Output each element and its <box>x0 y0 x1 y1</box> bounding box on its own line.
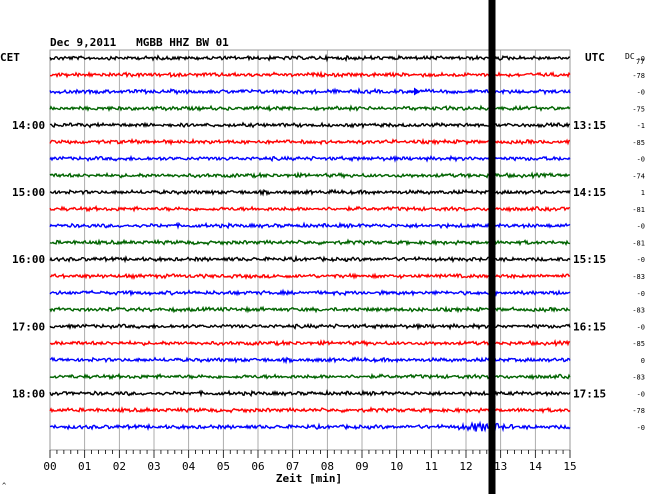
series-trace <box>49 288 571 297</box>
dc-offset-label: -83 <box>632 307 645 315</box>
x-tick-label: 01 <box>78 460 91 473</box>
hour-label-right: 15:15 <box>573 253 606 266</box>
dc-offset-label: -85 <box>632 139 645 147</box>
series-trace <box>49 372 571 381</box>
series-trace <box>49 338 571 348</box>
dc-offset-label: -81 <box>632 206 645 214</box>
series-trace <box>49 70 571 79</box>
dc-offset-label: -83 <box>632 273 645 281</box>
hour-label-left: 18:00 <box>12 387 45 400</box>
x-tick-label: 06 <box>251 460 264 473</box>
x-tick-label: 00 <box>43 460 56 473</box>
series-trace <box>49 221 571 230</box>
current-time-marker <box>488 0 496 494</box>
hour-label-left: 16:00 <box>12 253 45 266</box>
series-trace <box>49 53 571 63</box>
dc-offset-label: -0 <box>637 390 645 398</box>
dc-first-value: 77 <box>636 58 644 66</box>
dc-offset-label: -0 <box>637 323 645 331</box>
x-tick-label: 13 <box>494 460 507 473</box>
series-trace <box>49 121 571 130</box>
left-timezone-label: CET <box>0 51 20 64</box>
dc-offset-label: -74 <box>632 172 645 180</box>
series-trace <box>49 154 571 163</box>
series-trace <box>49 204 571 213</box>
dc-offset-label: -0 <box>637 256 645 264</box>
chart-title: Dec 9,2011 MGBB HHZ BW 01 <box>50 36 229 49</box>
dc-offset-label: -83 <box>632 374 645 382</box>
x-axis-label: Zeit [min] <box>276 472 342 485</box>
series-trace <box>49 188 571 197</box>
series-trace <box>49 104 571 113</box>
dc-offset-label: -1 <box>637 122 645 130</box>
x-tick-label: 08 <box>321 460 334 473</box>
series-trace <box>49 420 571 435</box>
series-trace <box>49 305 571 314</box>
dc-offset-label: -0 <box>637 290 645 298</box>
hour-label-left: 17:00 <box>12 320 45 333</box>
series-trace <box>49 389 571 398</box>
x-tick-label: 02 <box>113 460 126 473</box>
hour-label-right: 17:15 <box>573 387 606 400</box>
series-trace <box>49 322 571 331</box>
x-tick-label: 03 <box>147 460 160 473</box>
series-trace <box>49 171 571 180</box>
x-tick-label: 09 <box>355 460 368 473</box>
dc-offset-label: -0 <box>637 223 645 231</box>
x-tick-label: 10 <box>390 460 403 473</box>
series-trace <box>49 254 571 264</box>
dc-offset-label: 0 <box>641 357 645 365</box>
hour-label-left: 15:00 <box>12 186 45 199</box>
dc-offset-label: -0 <box>637 156 645 164</box>
series-trace <box>49 238 571 247</box>
series-trace <box>49 356 571 365</box>
corner-mark: ^ <box>2 482 6 490</box>
series-trace <box>49 137 571 146</box>
x-tick-label: 07 <box>286 460 299 473</box>
dc-offset-label: -85 <box>632 340 645 348</box>
hour-label-right: 14:15 <box>573 186 606 199</box>
dc-offset-label: -78 <box>632 72 645 80</box>
dc-offset-label: -75 <box>632 105 645 113</box>
x-tick-label: 11 <box>425 460 438 473</box>
x-tick-label: 15 <box>563 460 576 473</box>
dc-offset-label: -0 <box>637 424 645 432</box>
dc-offset-label: -78 <box>632 407 645 415</box>
series-trace <box>49 406 571 414</box>
dc-offset-label: -0 <box>637 55 645 63</box>
x-tick-label: 04 <box>182 460 196 473</box>
x-tick-label: 05 <box>217 460 230 473</box>
hour-label-left: 14:00 <box>12 119 45 132</box>
dc-offset-label: -0 <box>637 89 645 97</box>
hour-label-right: 16:15 <box>573 320 606 333</box>
series-trace <box>49 87 571 96</box>
x-tick-label: 14 <box>529 460 543 473</box>
dc-offset-label: 1 <box>641 189 645 197</box>
dc-header-label: DC <box>625 52 635 61</box>
right-timezone-label: UTC <box>585 51 605 64</box>
x-tick-label: 12 <box>459 460 472 473</box>
hour-label-right: 13:15 <box>573 119 606 132</box>
arrow-marker-icon <box>407 87 420 96</box>
series-trace <box>49 272 571 280</box>
dc-offset-label: -81 <box>632 239 645 247</box>
